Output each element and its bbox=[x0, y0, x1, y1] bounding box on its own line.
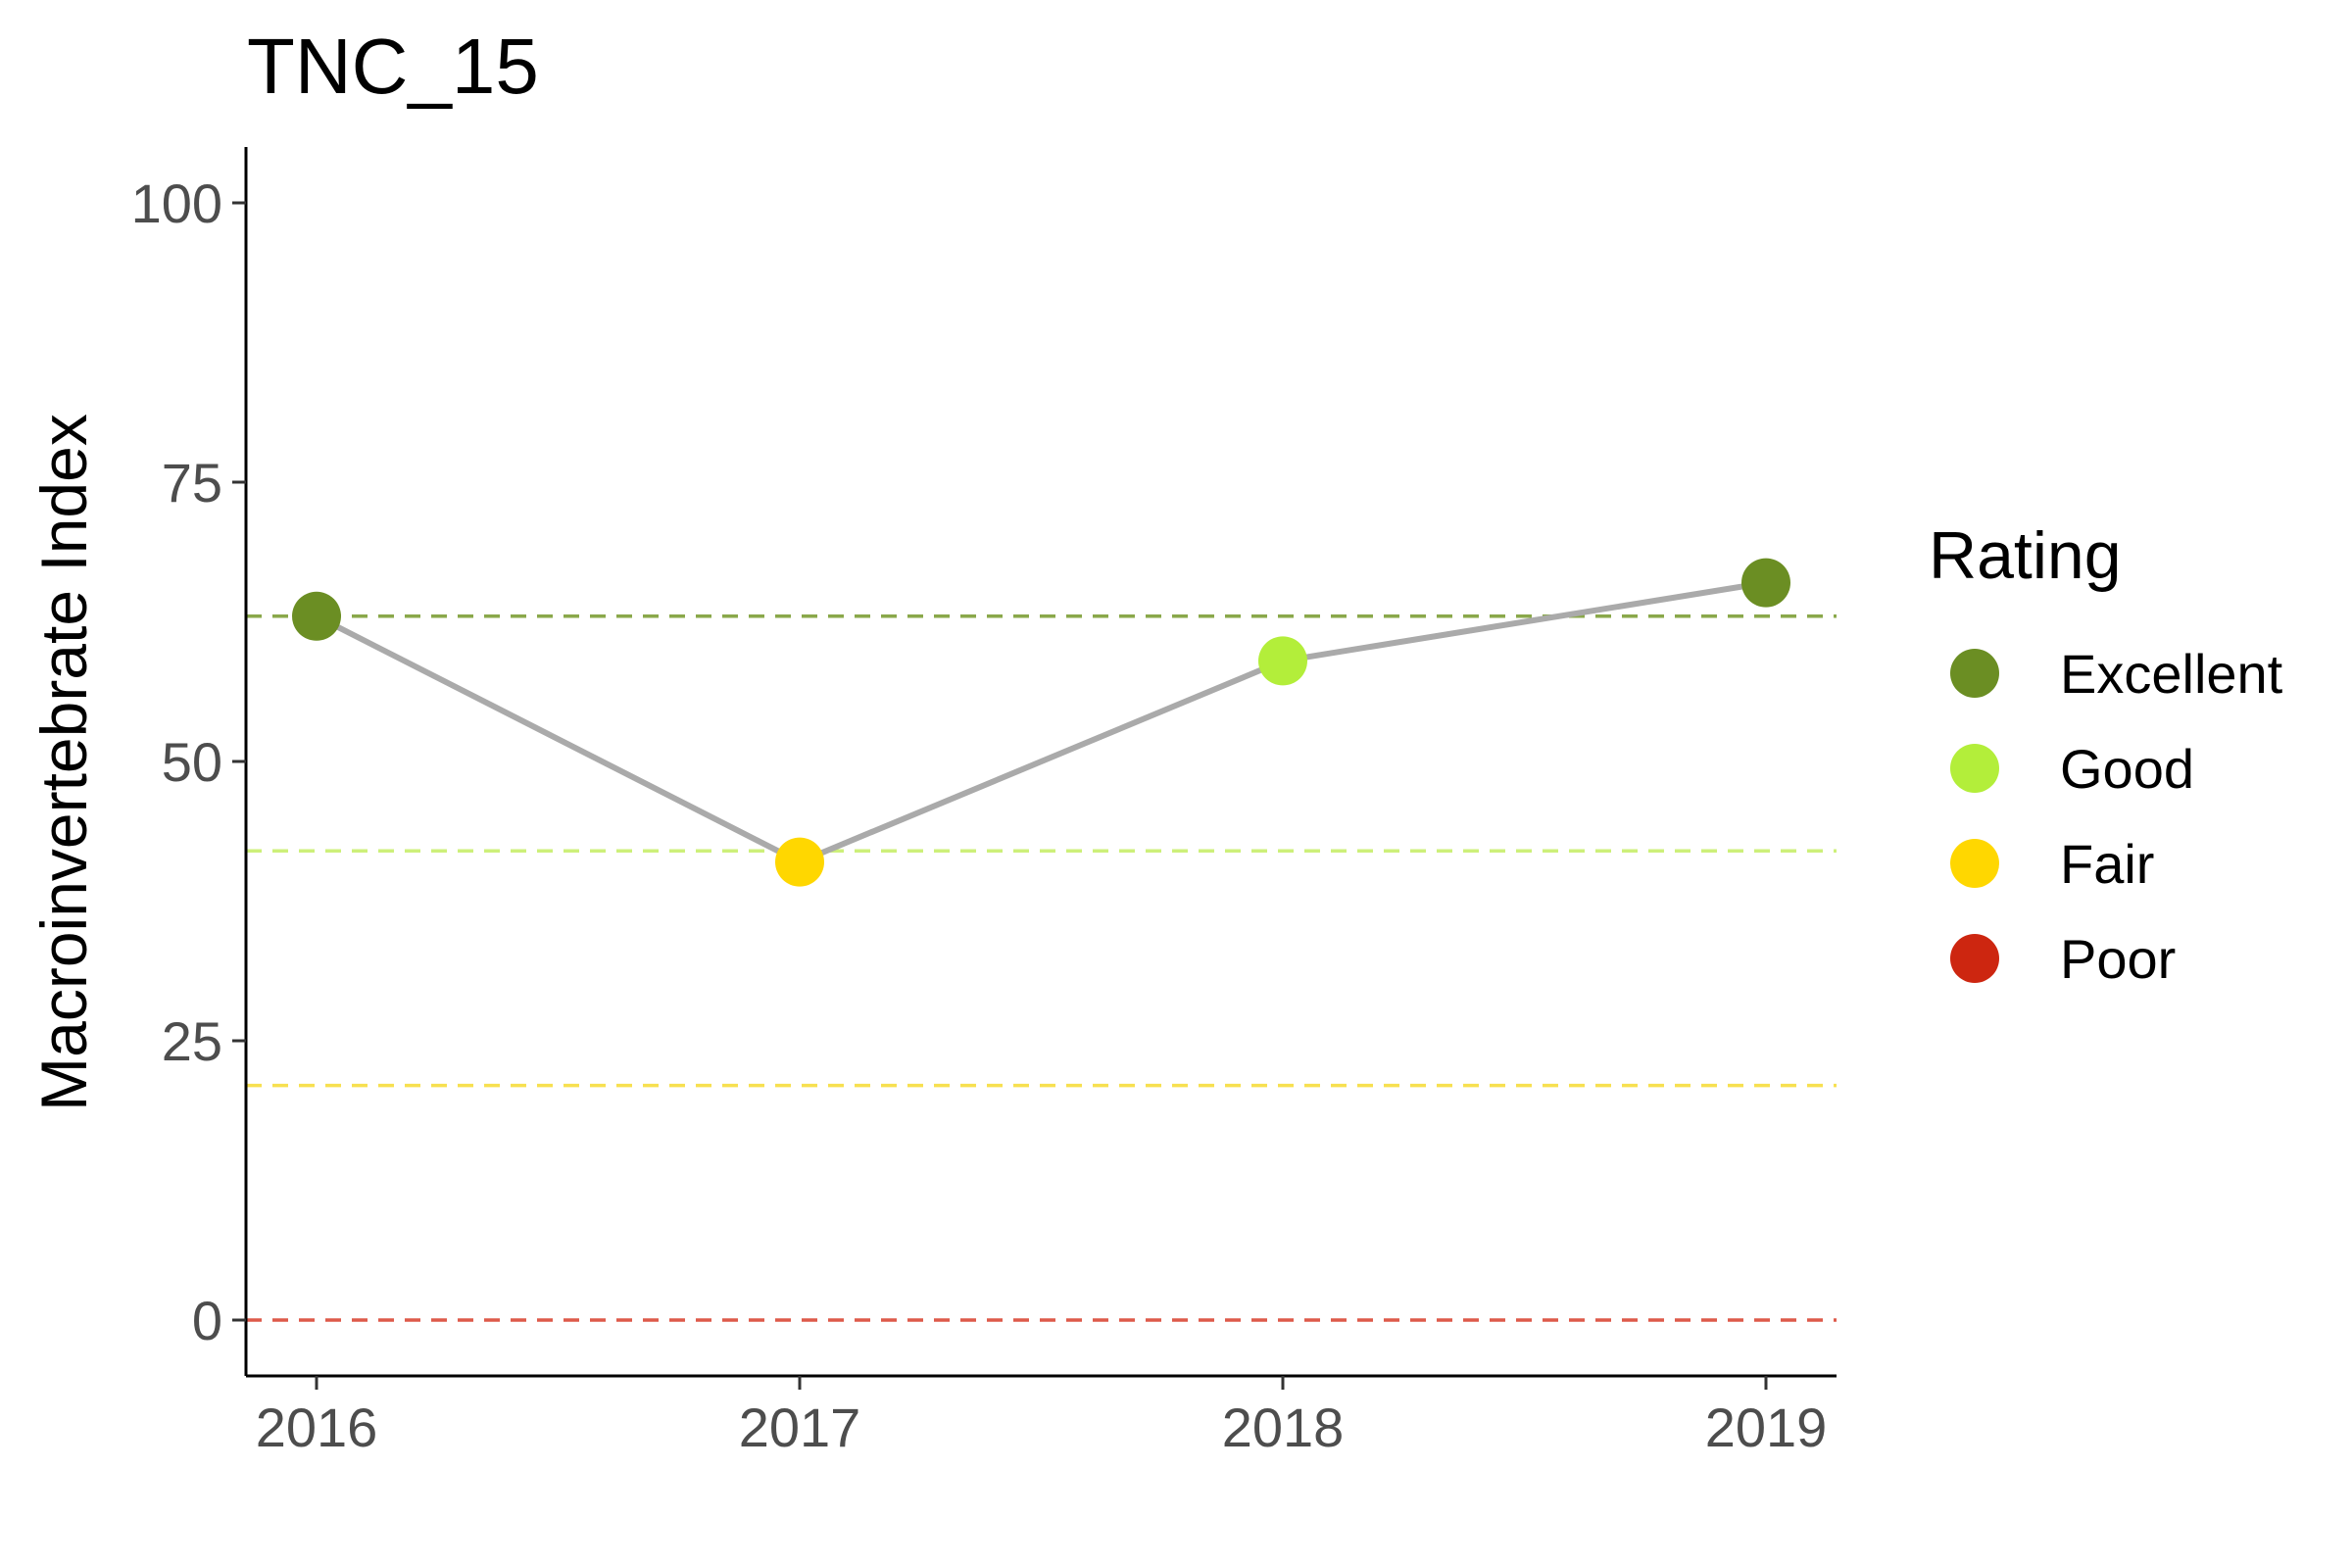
x-tick-label: 2018 bbox=[1222, 1396, 1345, 1458]
series-lines bbox=[315, 579, 1767, 865]
data-points bbox=[292, 558, 1790, 887]
data-point-2018 bbox=[1258, 636, 1307, 686]
x-ticks: 2016 2017 2018 2019 bbox=[256, 1376, 1828, 1458]
legend-key-fair bbox=[1950, 839, 1999, 888]
y-tick-label: 75 bbox=[162, 452, 222, 514]
legend-label-poor: Poor bbox=[2060, 928, 2176, 990]
y-tick-label: 0 bbox=[192, 1290, 222, 1351]
legend-label-fair: Fair bbox=[2060, 833, 2154, 895]
chart-title: TNC_15 bbox=[247, 23, 539, 110]
data-point-2016 bbox=[292, 591, 341, 641]
y-tick-label: 50 bbox=[162, 731, 222, 793]
data-point-2017 bbox=[775, 837, 824, 887]
y-axis-label: Macroinvertebrate Index bbox=[27, 414, 100, 1111]
legend: Rating Excellent Good Fair Poor bbox=[1929, 518, 2283, 990]
data-point-2019 bbox=[1741, 558, 1790, 608]
reference-lines bbox=[246, 614, 1837, 1322]
y-ticks: 0 25 50 75 100 bbox=[131, 172, 246, 1351]
x-tick-label: 2017 bbox=[739, 1396, 861, 1458]
legend-key-good bbox=[1950, 744, 1999, 793]
x-tick-label: 2019 bbox=[1705, 1396, 1828, 1458]
y-tick-label: 100 bbox=[131, 172, 222, 234]
legend-key-poor bbox=[1950, 934, 1999, 983]
legend-title: Rating bbox=[1929, 518, 2122, 593]
x-tick-label: 2016 bbox=[256, 1396, 378, 1458]
legend-key-excellent bbox=[1950, 649, 1999, 698]
legend-label-excellent: Excellent bbox=[2060, 643, 2283, 705]
y-tick-label: 25 bbox=[162, 1010, 222, 1072]
legend-items: Excellent Good Fair Poor bbox=[1950, 643, 2283, 990]
legend-label-good: Good bbox=[2060, 738, 2194, 800]
series-line bbox=[315, 579, 1767, 865]
